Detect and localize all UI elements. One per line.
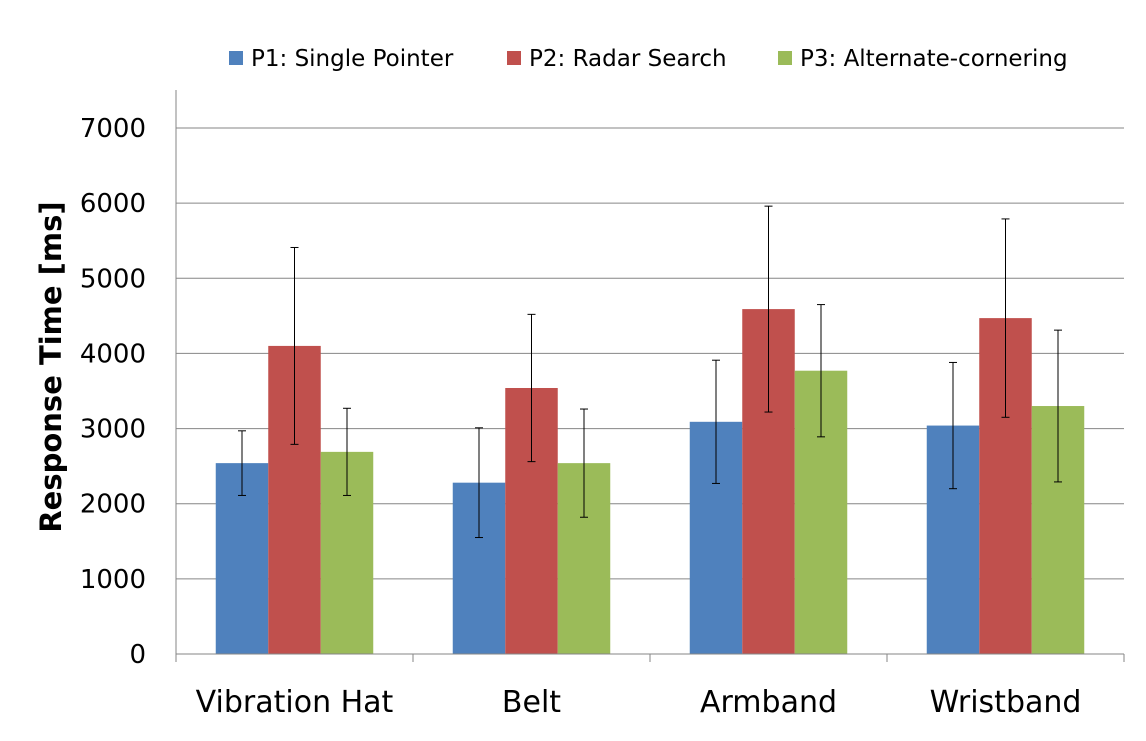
error-bar <box>475 427 483 539</box>
error-bars <box>238 205 1062 539</box>
bars <box>215 309 1085 654</box>
error-bar <box>764 205 773 413</box>
y-axis-title: Response Time [ms] <box>34 201 68 532</box>
legend: P1: Single Pointer P2: Radar Search P3: Al… <box>229 46 1068 72</box>
error-bar <box>1054 329 1062 483</box>
legend-swatch <box>507 51 521 65</box>
legend-item: P3: Alternate-cornering <box>778 46 1068 72</box>
axes <box>175 90 1125 662</box>
y-tick-label: 7000 <box>80 114 146 144</box>
legend-label: P1: Single Pointer <box>251 46 454 72</box>
error-bar <box>238 430 246 496</box>
error-bar <box>527 313 536 463</box>
error-bar <box>290 246 299 445</box>
error-bar <box>580 408 588 518</box>
y-tick-label: 4000 <box>80 339 146 369</box>
legend-label: P2: Radar Search <box>529 46 727 72</box>
y-tick-label: 2000 <box>80 490 146 520</box>
y-tick-label: 6000 <box>80 189 146 219</box>
legend-item: P2: Radar Search <box>507 46 727 72</box>
error-bar <box>817 304 825 438</box>
error-bar <box>343 407 351 496</box>
x-tick-label: Vibration Hat <box>196 685 394 720</box>
y-tick-label: 3000 <box>80 415 146 445</box>
x-tick-label: Armband <box>700 685 837 720</box>
error-bar <box>712 359 720 484</box>
legend-label: P3: Alternate-cornering <box>800 46 1068 72</box>
x-tick-label: Wristband <box>930 685 1082 720</box>
y-tick-labels: 0 1000 2000 3000 4000 5000 6000 7000 <box>80 114 146 670</box>
y-tick-label: 1000 <box>80 565 146 595</box>
x-tick-label: Belt <box>502 685 561 720</box>
x-tick-labels: Vibration Hat Belt Armband Wristband <box>196 685 1082 720</box>
error-bar <box>1001 218 1010 418</box>
legend-swatch <box>229 51 243 65</box>
legend-item: P1: Single Pointer <box>229 46 454 72</box>
legend-swatch <box>778 51 792 65</box>
error-bar <box>949 361 957 490</box>
y-tick-label: 5000 <box>80 264 146 294</box>
y-tick-label: 0 <box>129 640 146 670</box>
